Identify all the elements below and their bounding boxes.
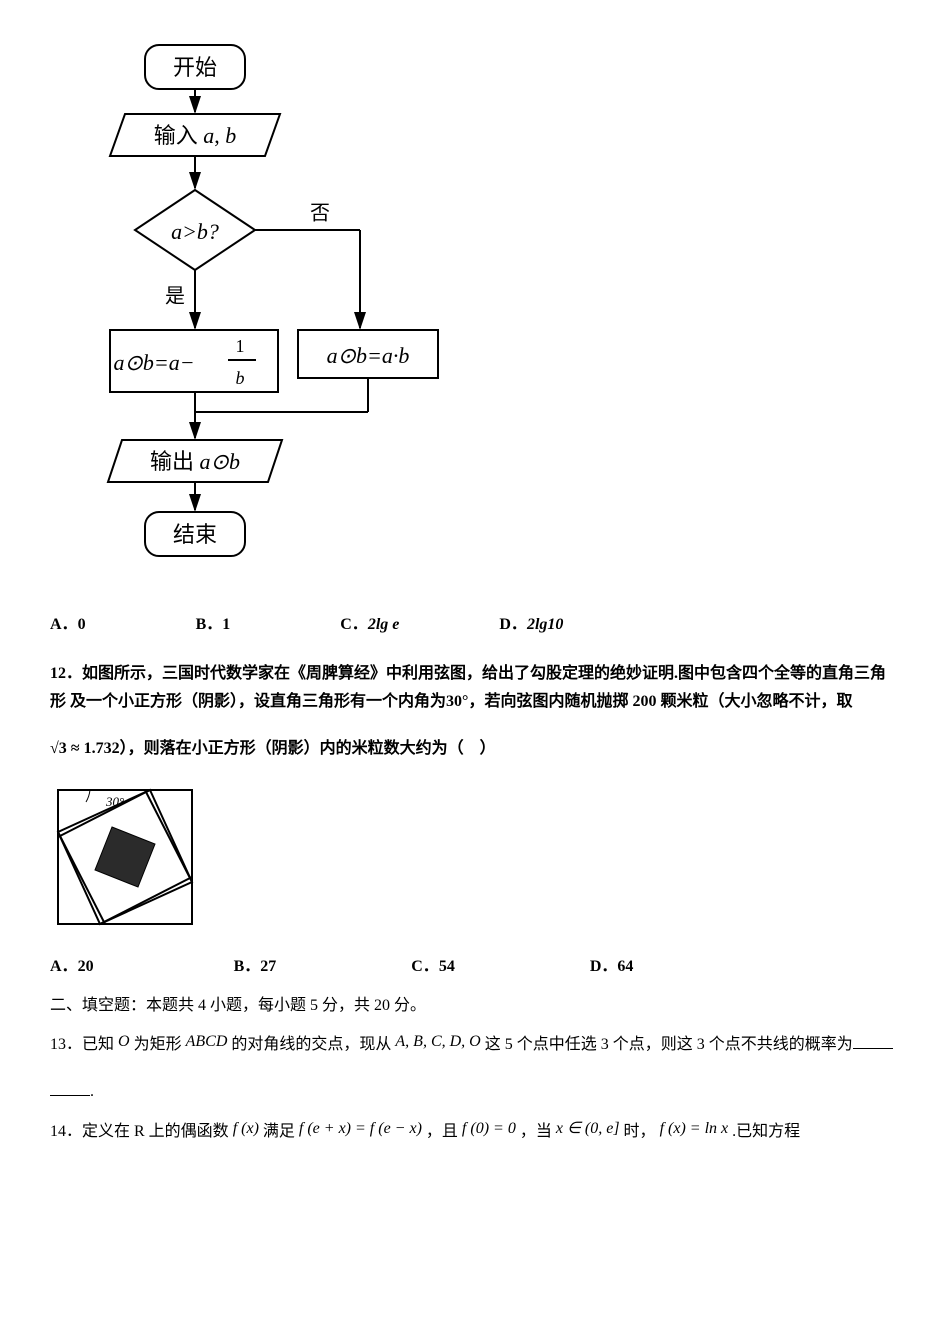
flow-yes-label: 是 — [165, 286, 185, 308]
q12-text-b: √3 ≈ 1.732），则落在小正方形（阴影）内的米粒数大约为（ ） — [50, 735, 900, 764]
flowchart: 开始 输入 a, b a>b? 否 是 a⊙b=a− 1 b a⊙b=a·b — [80, 40, 900, 581]
q11-options: A．0 B．1 C．2lg e D．2lg10 — [50, 611, 900, 640]
flow-output-text: 输出 a⊙b — [150, 449, 240, 474]
flow-input-text: 输入 a, b — [154, 123, 237, 148]
svg-text:1: 1 — [236, 336, 245, 356]
q12-text: 12．如图所示，三国时代数学家在《周脾算经》中利用弦图，给出了勾股定理的绝妙证明… — [50, 660, 900, 718]
q12-opt-a: A．20 — [50, 953, 94, 982]
q12-diagram: 30° — [50, 782, 900, 943]
flow-cond-text: a>b? — [171, 219, 219, 244]
svg-text:b: b — [236, 368, 245, 388]
flow-no-label: 否 — [310, 203, 330, 225]
q11-opt-d: D．2lg10 — [499, 611, 563, 640]
q11-opt-c: C．2lg e — [340, 611, 399, 640]
q12-opt-d: D．64 — [590, 953, 634, 982]
q13-end: . — [50, 1078, 900, 1107]
flowchart-svg: 开始 输入 a, b a>b? 否 是 a⊙b=a− 1 b a⊙b=a·b — [80, 40, 460, 570]
section-2-header: 二、填空题：本题共 4 小题，每小题 5 分，共 20 分。 — [50, 992, 900, 1021]
q11-opt-a: A．0 — [50, 611, 86, 640]
q12-opt-b: B．27 — [234, 953, 277, 982]
flow-end-text: 结束 — [173, 522, 217, 547]
q13: 13．已知 O 为矩形 ABCD 的对角线的交点，现从 A, B, C, D, … — [50, 1028, 900, 1060]
q12-opt-c: C．54 — [411, 953, 455, 982]
svg-text:a⊙b=a·b: a⊙b=a·b — [327, 343, 410, 368]
svg-text:a⊙b=a−: a⊙b=a− — [113, 350, 194, 375]
flow-start-text: 开始 — [173, 55, 217, 80]
q12-options: A．20 B．27 C．54 D．64 — [50, 953, 900, 982]
q14: 14．定义在 R 上的偶函数 f (x) 满足 f (e + x) = f (e… — [50, 1115, 900, 1147]
angle-label: 30° — [105, 794, 124, 809]
q11-opt-b: B．1 — [196, 611, 231, 640]
